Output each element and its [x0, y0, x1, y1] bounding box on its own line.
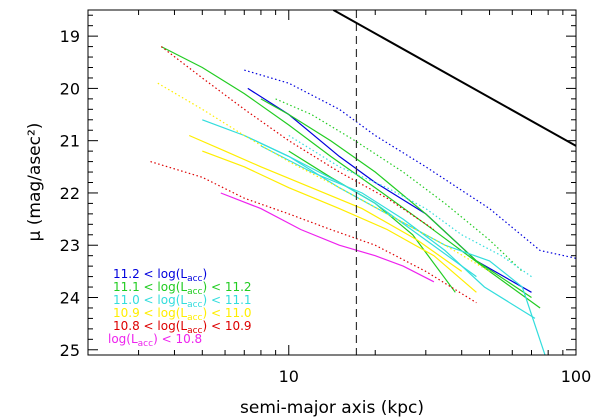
- x-tick-label: 10: [279, 367, 299, 386]
- legend-entry: 11.2 < log(Lacc): [113, 267, 207, 284]
- x-axis-title: semi-major axis (kpc): [240, 398, 424, 418]
- y-tick-label: 20: [60, 79, 80, 98]
- y-tick-label: 21: [60, 132, 80, 151]
- series-line-15: [160, 46, 435, 230]
- legend-entry: 10.9 < log(Lacc) < 11.0: [113, 306, 252, 323]
- series-line-10: [288, 134, 532, 278]
- reference-lines: [332, 10, 576, 355]
- series-line-6: [275, 98, 523, 272]
- series-line-11: [188, 134, 463, 272]
- axis-ticks: 10 100 19 20 21 22 23 24 25: [60, 10, 592, 386]
- series-line-9: [260, 145, 536, 319]
- series-line-12: [202, 150, 477, 293]
- series-line-2: [244, 69, 576, 259]
- series-line-7: [202, 119, 546, 355]
- y-axis-title: μ (mag/asec²): [25, 123, 45, 242]
- series-layer: [150, 46, 576, 355]
- series-line-8: [244, 134, 477, 278]
- legend-entry: 10.8 < log(Lacc) < 10.9: [113, 319, 252, 336]
- series-line-16: [220, 192, 435, 283]
- legend-entry: 11.1 < log(Lacc) < 11.2: [113, 280, 252, 297]
- series-line-4: [260, 98, 532, 298]
- y-tick-label: 22: [60, 184, 80, 203]
- y-tick-label: 24: [60, 289, 80, 308]
- diagonal-reference-line: [332, 10, 576, 147]
- x-tick-label: 100: [561, 367, 592, 386]
- legend: 11.2 < log(Lacc)11.1 < log(Lacc) < 11.21…: [108, 267, 252, 349]
- y-tick-label: 19: [60, 27, 80, 46]
- legend-entry: log(Lacc) < 10.8: [108, 332, 202, 349]
- y-tick-label: 25: [60, 341, 80, 360]
- legend-entry: 11.0 < log(Lacc) < 11.1: [113, 293, 252, 310]
- y-tick-label: 23: [60, 236, 80, 255]
- series-line-3: [161, 46, 541, 309]
- series-line-13: [157, 82, 490, 272]
